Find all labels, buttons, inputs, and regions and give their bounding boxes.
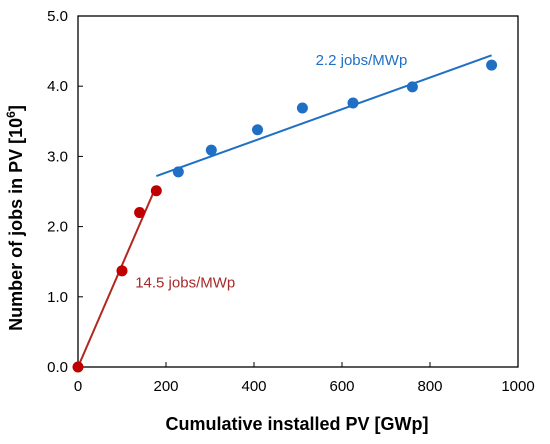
x-tick-label: 200 — [153, 378, 178, 395]
x-tick-label: 800 — [417, 378, 442, 395]
x-tick-label: 0 — [74, 378, 82, 395]
data-point-series-1 — [150, 185, 162, 197]
annotations: 14.5 jobs/MWp 2.2 jobs/MWp — [135, 52, 407, 292]
plot-frame — [77, 15, 519, 368]
y-tick-label: 0.0 — [47, 359, 68, 376]
y-axis-title-main: Number of jobs in PV [10 — [6, 118, 26, 331]
data-point-series-2 — [347, 97, 359, 109]
data-point-series-1 — [72, 361, 84, 373]
data-point-series-2 — [205, 144, 217, 156]
data-point-series-2 — [406, 81, 418, 93]
data-point-series-1 — [134, 207, 146, 219]
y-tick-label: 3.0 — [47, 148, 68, 165]
plot-area — [77, 15, 519, 368]
x-axis-title: Cumulative installed PV [GWp] — [165, 414, 428, 434]
x-tick-label: 600 — [329, 378, 354, 395]
data-point-series-2 — [486, 59, 498, 71]
slope-annotation: 14.5 jobs/MWp — [135, 275, 235, 292]
data-point-series-2 — [172, 166, 184, 178]
y-tick-label: 4.0 — [47, 78, 68, 95]
x-axis-ticks: 0 200 400 600 800 1000 — [74, 362, 535, 395]
y-axis-title-tail: ] — [6, 105, 26, 111]
y-axis-ticks: 0.0 1.0 2.0 3.0 4.0 5.0 — [47, 8, 83, 376]
x-tick-label: 400 — [241, 378, 266, 395]
data-point-series-2 — [296, 102, 308, 114]
data-points — [72, 59, 498, 373]
slope-annotation: 2.2 jobs/MWp — [316, 52, 408, 69]
y-tick-label: 5.0 — [47, 8, 68, 25]
y-axis-title-superscript: 6 — [4, 111, 18, 118]
data-point-series-2 — [252, 124, 264, 136]
y-axis-title: Number of jobs in PV [106] — [4, 105, 26, 331]
trendline — [155, 54, 492, 177]
x-tick-label: 1000 — [501, 378, 534, 395]
data-point-series-1 — [116, 265, 128, 277]
y-tick-label: 2.0 — [47, 219, 68, 236]
y-tick-label: 1.0 — [47, 289, 68, 306]
